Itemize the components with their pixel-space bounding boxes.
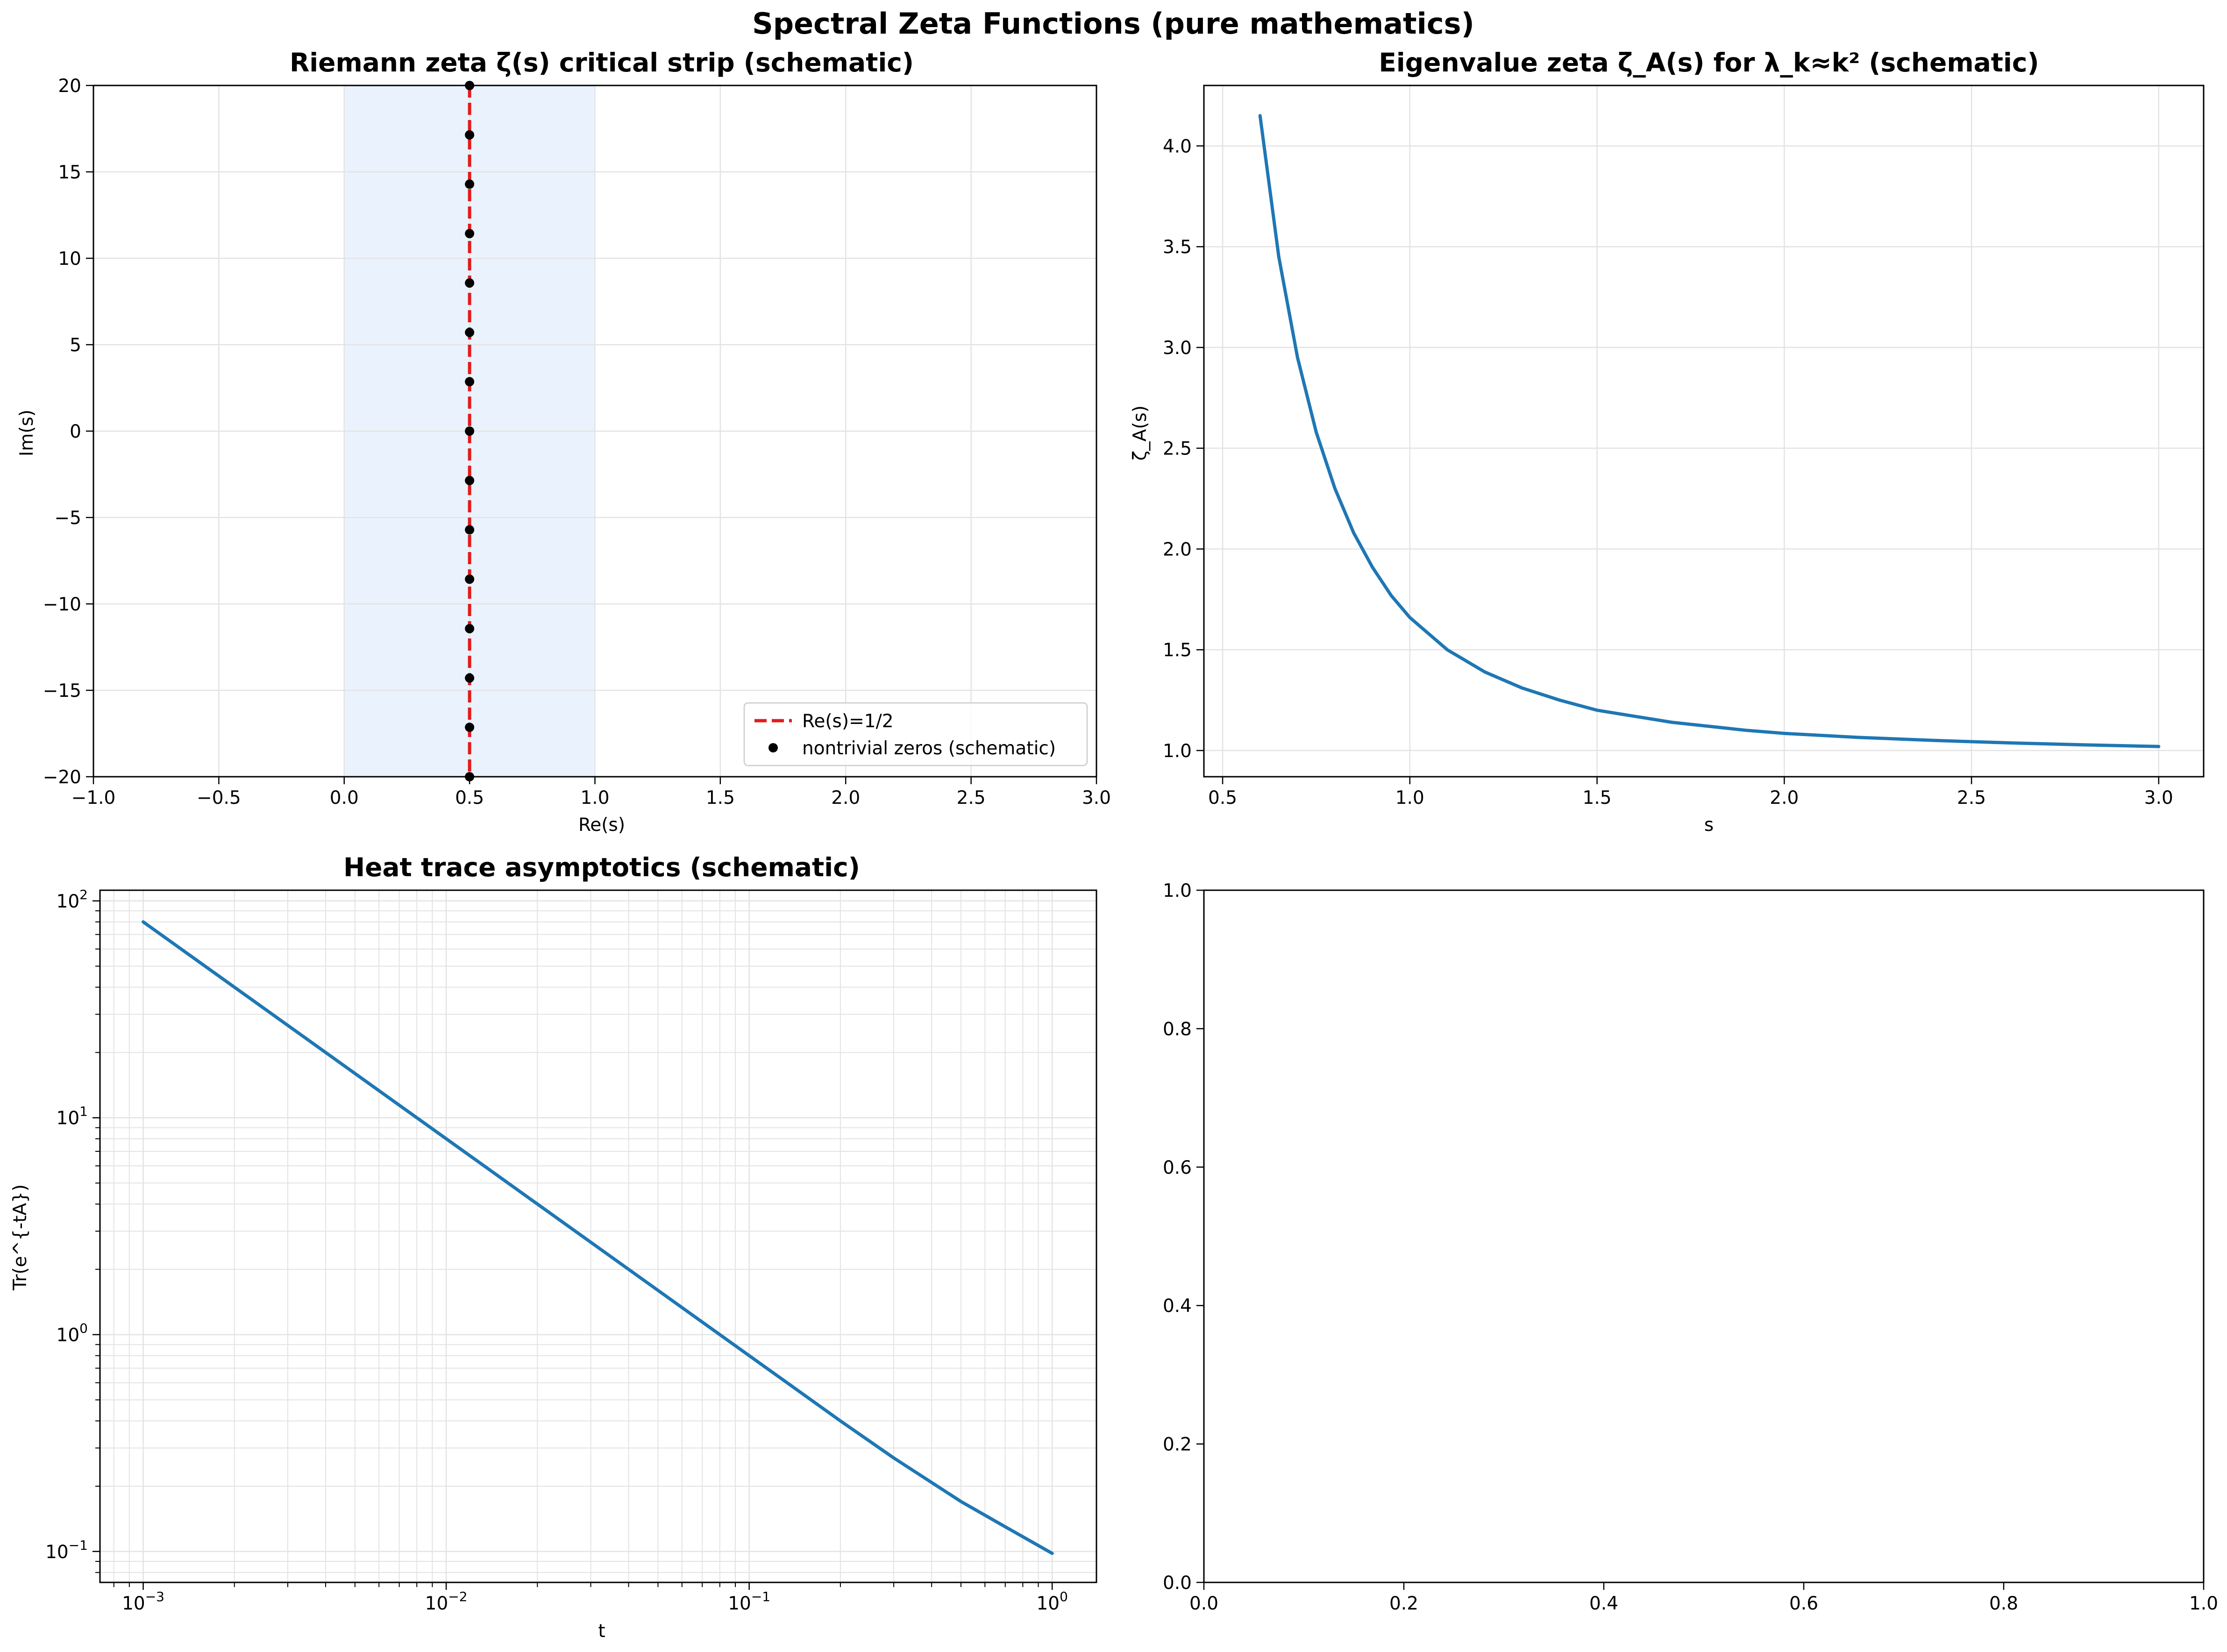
x-tick-label: 1.5 xyxy=(1583,787,1612,808)
x-tick-label: 0.2 xyxy=(1389,1593,1418,1614)
y-tick-label: 3.5 xyxy=(1163,237,1192,258)
zero-point xyxy=(465,278,475,288)
series-line xyxy=(142,920,1054,1555)
y-tick-label: 3.0 xyxy=(1163,338,1192,359)
legend-box xyxy=(743,702,1088,766)
critical-strip-chart: Riemann zeta ζ(s) critical strip (schema… xyxy=(16,48,1111,836)
y-tick-label: 0.2 xyxy=(1163,1434,1192,1455)
zero-point xyxy=(465,624,475,633)
eigenvalue-zeta-chart: Eigenvalue zeta ζ_A(s) for λ_k≈k² (schem… xyxy=(1130,48,2205,836)
zero-point xyxy=(465,673,475,683)
y-tick-label: 0.6 xyxy=(1163,1157,1192,1178)
y-tick-label: 1.0 xyxy=(1163,741,1192,762)
zero-point xyxy=(465,179,475,189)
x-tick-label: 0.0 xyxy=(1189,1593,1218,1614)
y-tick-label: 0 xyxy=(70,421,81,442)
figure-title: Spectral Zeta Functions (pure mathematic… xyxy=(752,7,1474,41)
legend-label-zeros: nontrivial zeros (schematic) xyxy=(802,738,1056,759)
axes-frame xyxy=(1203,85,2205,778)
y-tick-label: 2.5 xyxy=(1163,439,1192,460)
x-tick-label: 1.0 xyxy=(580,787,609,808)
y-tick-label: 102 xyxy=(57,887,88,912)
y-axis-label: ζ_A(s) xyxy=(1130,405,1151,461)
y-tick-label: 2.0 xyxy=(1163,539,1192,560)
y-tick-label: 0.0 xyxy=(1163,1573,1192,1594)
plot-area xyxy=(92,85,1097,778)
y-tick-label: −10 xyxy=(43,594,81,615)
y-tick-label: 10−1 xyxy=(45,1538,88,1563)
x-tick-label: 1.5 xyxy=(706,787,735,808)
y-tick-label: −5 xyxy=(55,508,82,529)
axes-frame xyxy=(99,889,1097,1583)
axes-frame xyxy=(92,85,1097,778)
zero-point xyxy=(465,377,475,387)
plot-area xyxy=(100,890,1096,1582)
x-tick-label: 2.5 xyxy=(1957,787,1986,808)
legend-swatch-point xyxy=(768,743,778,752)
x-tick-label: 100 xyxy=(1036,1589,1067,1614)
x-tick-label: 1.0 xyxy=(2189,1593,2218,1614)
x-tick-label: 1.0 xyxy=(1395,787,1424,808)
x-tick-label: 0.6 xyxy=(1789,1593,1818,1614)
x-tick-label: 3.0 xyxy=(2144,787,2173,808)
y-tick-label: 1.0 xyxy=(1163,880,1192,901)
y-tick-label: 0.8 xyxy=(1163,1019,1192,1040)
plot-area xyxy=(1204,85,2204,777)
x-tick-label: 10−1 xyxy=(728,1589,770,1614)
x-axis-label: Re(s) xyxy=(578,815,625,836)
x-tick-label: −1.0 xyxy=(71,787,116,808)
chart-title: Eigenvalue zeta ζ_A(s) for λ_k≈k² (schem… xyxy=(1379,48,2039,78)
chart-title: Riemann zeta ζ(s) critical strip (schema… xyxy=(290,48,914,78)
data-layer xyxy=(142,920,1054,1555)
empty-chart: 0.0 0.2 0.4 0.6 0.8 1.0 0.0 0.2 0.4 0.6 0.8 1.0 xyxy=(1163,880,2218,1614)
x-tick-label: 0.5 xyxy=(455,787,484,808)
y-tick-label: 0.4 xyxy=(1163,1296,1192,1317)
x-tick-label: 2.0 xyxy=(831,787,860,808)
x-tick-label: 10−3 xyxy=(122,1589,164,1614)
y-tick-label: 4.0 xyxy=(1163,136,1192,157)
x-tick-label: 10−2 xyxy=(425,1589,468,1614)
heat-trace-chart: Heat trace asymptotics (schematic) t Tr(… xyxy=(10,852,1097,1642)
x-axis-label: s xyxy=(1704,815,1714,836)
y-tick-label: 15 xyxy=(58,162,81,183)
y-axis-label: Tr(e^{-tA}) xyxy=(10,1184,31,1291)
data-layer xyxy=(1258,114,2161,748)
legend-label-critical-line: Re(s)=1/2 xyxy=(802,711,894,732)
series-line xyxy=(1258,114,2161,748)
x-tick-label: 2.0 xyxy=(1770,787,1799,808)
y-tick-label: 20 xyxy=(58,76,81,97)
legend: Re(s)=1/2 nontrivial zeros (schematic) xyxy=(743,702,1088,766)
zero-point xyxy=(465,475,475,485)
zero-point xyxy=(465,723,475,732)
y-tick-label: 100 xyxy=(57,1320,88,1346)
zero-point xyxy=(465,525,475,535)
y-tick-label: 5 xyxy=(70,335,81,356)
zero-point xyxy=(465,229,475,239)
axes-frame xyxy=(1203,889,2205,1583)
zero-point xyxy=(465,327,475,337)
data-layer xyxy=(465,81,475,781)
zero-point xyxy=(465,574,475,584)
x-tick-label: −0.5 xyxy=(197,787,241,808)
x-tick-label: 2.5 xyxy=(957,787,986,808)
zero-point xyxy=(465,130,475,140)
y-tick-label: −15 xyxy=(43,681,81,702)
y-tick-label: −20 xyxy=(43,767,81,788)
y-tick-label: 101 xyxy=(57,1104,88,1129)
y-axis-label: Im(s) xyxy=(16,410,37,456)
x-tick-label: 0.5 xyxy=(1208,787,1237,808)
x-tick-label: 0.4 xyxy=(1589,1593,1618,1614)
x-axis-label: t xyxy=(598,1621,605,1642)
zero-point xyxy=(465,426,475,436)
chart-title: Heat trace asymptotics (schematic) xyxy=(343,852,860,882)
y-tick-label: 1.5 xyxy=(1163,640,1192,661)
y-tick-label: 10 xyxy=(58,248,81,269)
x-tick-label: 0.8 xyxy=(1989,1593,2018,1614)
x-tick-label: 3.0 xyxy=(1082,787,1111,808)
x-tick-label: 0.0 xyxy=(330,787,359,808)
